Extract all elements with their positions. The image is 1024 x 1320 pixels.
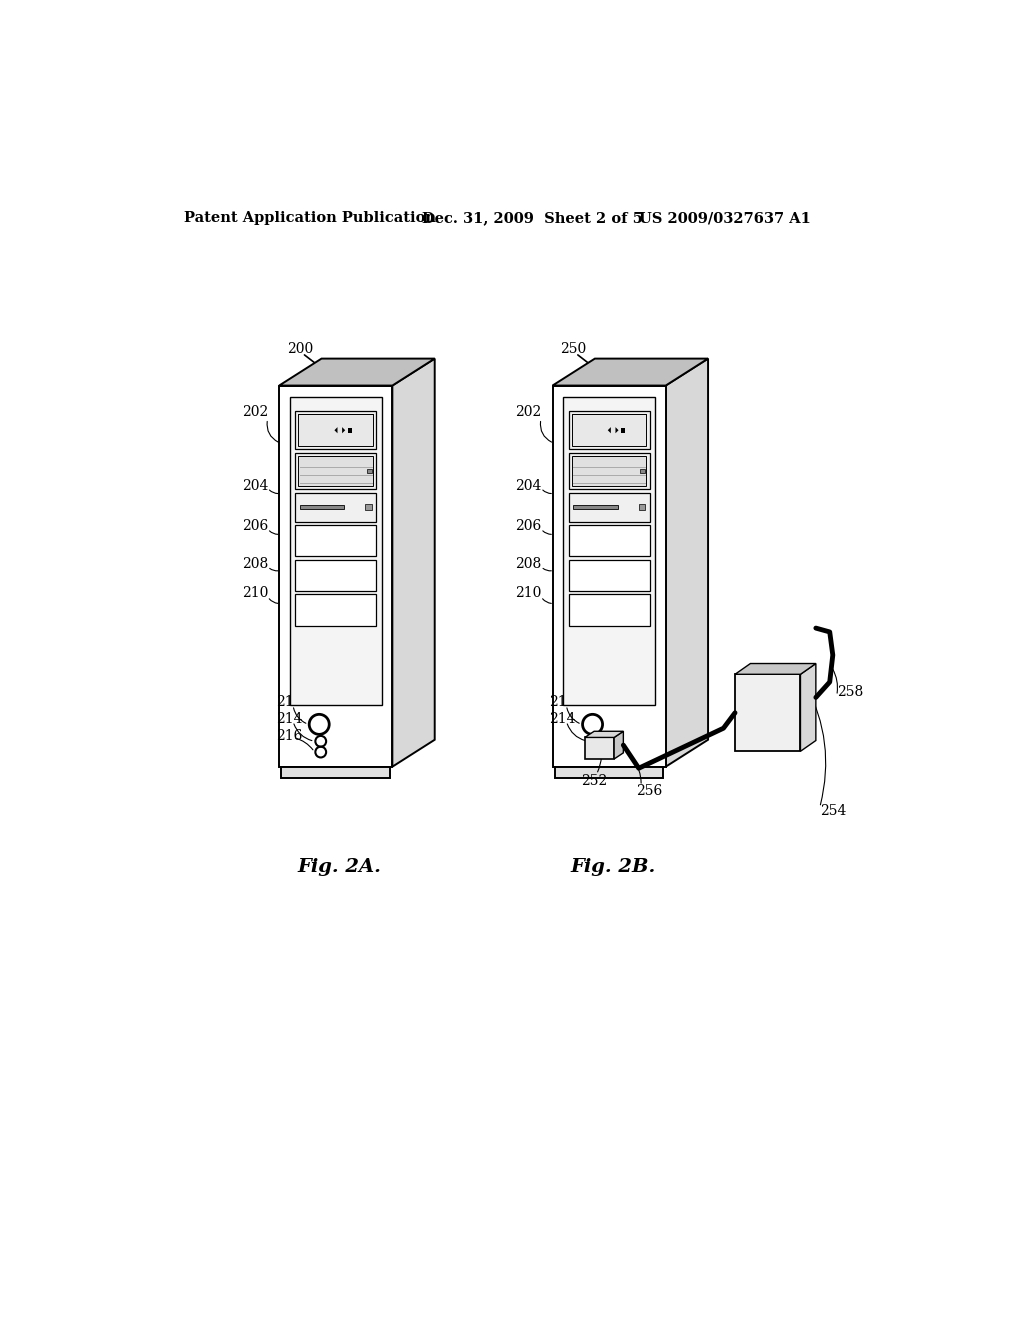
- Text: Fig. 2B.: Fig. 2B.: [570, 858, 655, 875]
- Text: 216: 216: [276, 729, 302, 743]
- Polygon shape: [666, 359, 708, 767]
- Text: 214: 214: [276, 711, 302, 726]
- Text: 202: 202: [243, 405, 268, 420]
- Bar: [282, 767, 390, 779]
- Text: 214: 214: [550, 711, 575, 726]
- Text: 254: 254: [819, 804, 846, 818]
- Bar: [295, 492, 376, 521]
- Text: 250: 250: [560, 342, 587, 356]
- Text: 202: 202: [515, 405, 542, 420]
- Polygon shape: [280, 359, 435, 385]
- Bar: [571, 457, 646, 486]
- Bar: [640, 469, 645, 474]
- Polygon shape: [553, 385, 666, 767]
- Text: 212: 212: [276, 696, 302, 709]
- Text: 204: 204: [515, 479, 542, 492]
- Text: 256: 256: [636, 784, 662, 799]
- Text: 210: 210: [515, 586, 542, 601]
- Text: 206: 206: [243, 520, 268, 533]
- Bar: [555, 767, 664, 779]
- Bar: [573, 506, 617, 510]
- Text: Patent Application Publication: Patent Application Publication: [184, 211, 436, 226]
- Text: Dec. 31, 2009  Sheet 2 of 5: Dec. 31, 2009 Sheet 2 of 5: [422, 211, 642, 226]
- Bar: [290, 397, 382, 705]
- Text: US 2009/0327637 A1: US 2009/0327637 A1: [639, 211, 811, 226]
- Text: 258: 258: [838, 685, 863, 700]
- Polygon shape: [735, 664, 816, 675]
- Bar: [568, 525, 649, 557]
- Polygon shape: [615, 428, 618, 433]
- Text: Fig. 2A.: Fig. 2A.: [298, 858, 382, 875]
- Bar: [571, 414, 646, 446]
- Bar: [295, 453, 376, 488]
- Polygon shape: [335, 428, 338, 433]
- Polygon shape: [608, 428, 611, 433]
- Bar: [295, 525, 376, 557]
- Polygon shape: [553, 359, 708, 385]
- Text: 206: 206: [515, 520, 542, 533]
- Polygon shape: [280, 385, 392, 767]
- Bar: [366, 504, 372, 511]
- Text: 252: 252: [581, 774, 607, 788]
- Bar: [367, 469, 372, 474]
- Text: 210: 210: [243, 586, 268, 601]
- Bar: [300, 506, 344, 510]
- Bar: [295, 560, 376, 591]
- Bar: [563, 397, 655, 705]
- Bar: [585, 738, 614, 759]
- Polygon shape: [342, 428, 345, 433]
- Polygon shape: [585, 731, 624, 738]
- Bar: [295, 411, 376, 449]
- Text: 200: 200: [287, 342, 313, 356]
- Bar: [568, 411, 649, 449]
- Polygon shape: [392, 359, 435, 767]
- Bar: [568, 453, 649, 488]
- Bar: [735, 675, 801, 751]
- Text: 208: 208: [515, 557, 542, 572]
- Bar: [621, 428, 626, 433]
- Text: 204: 204: [243, 479, 268, 492]
- Bar: [639, 504, 645, 511]
- Bar: [568, 560, 649, 591]
- Bar: [347, 428, 352, 433]
- Bar: [298, 414, 373, 446]
- Bar: [568, 594, 649, 626]
- Text: 212: 212: [550, 696, 575, 709]
- Polygon shape: [614, 731, 624, 759]
- Bar: [568, 492, 649, 521]
- Bar: [298, 457, 373, 486]
- Polygon shape: [801, 664, 816, 751]
- Bar: [295, 594, 376, 626]
- Text: 208: 208: [243, 557, 268, 572]
